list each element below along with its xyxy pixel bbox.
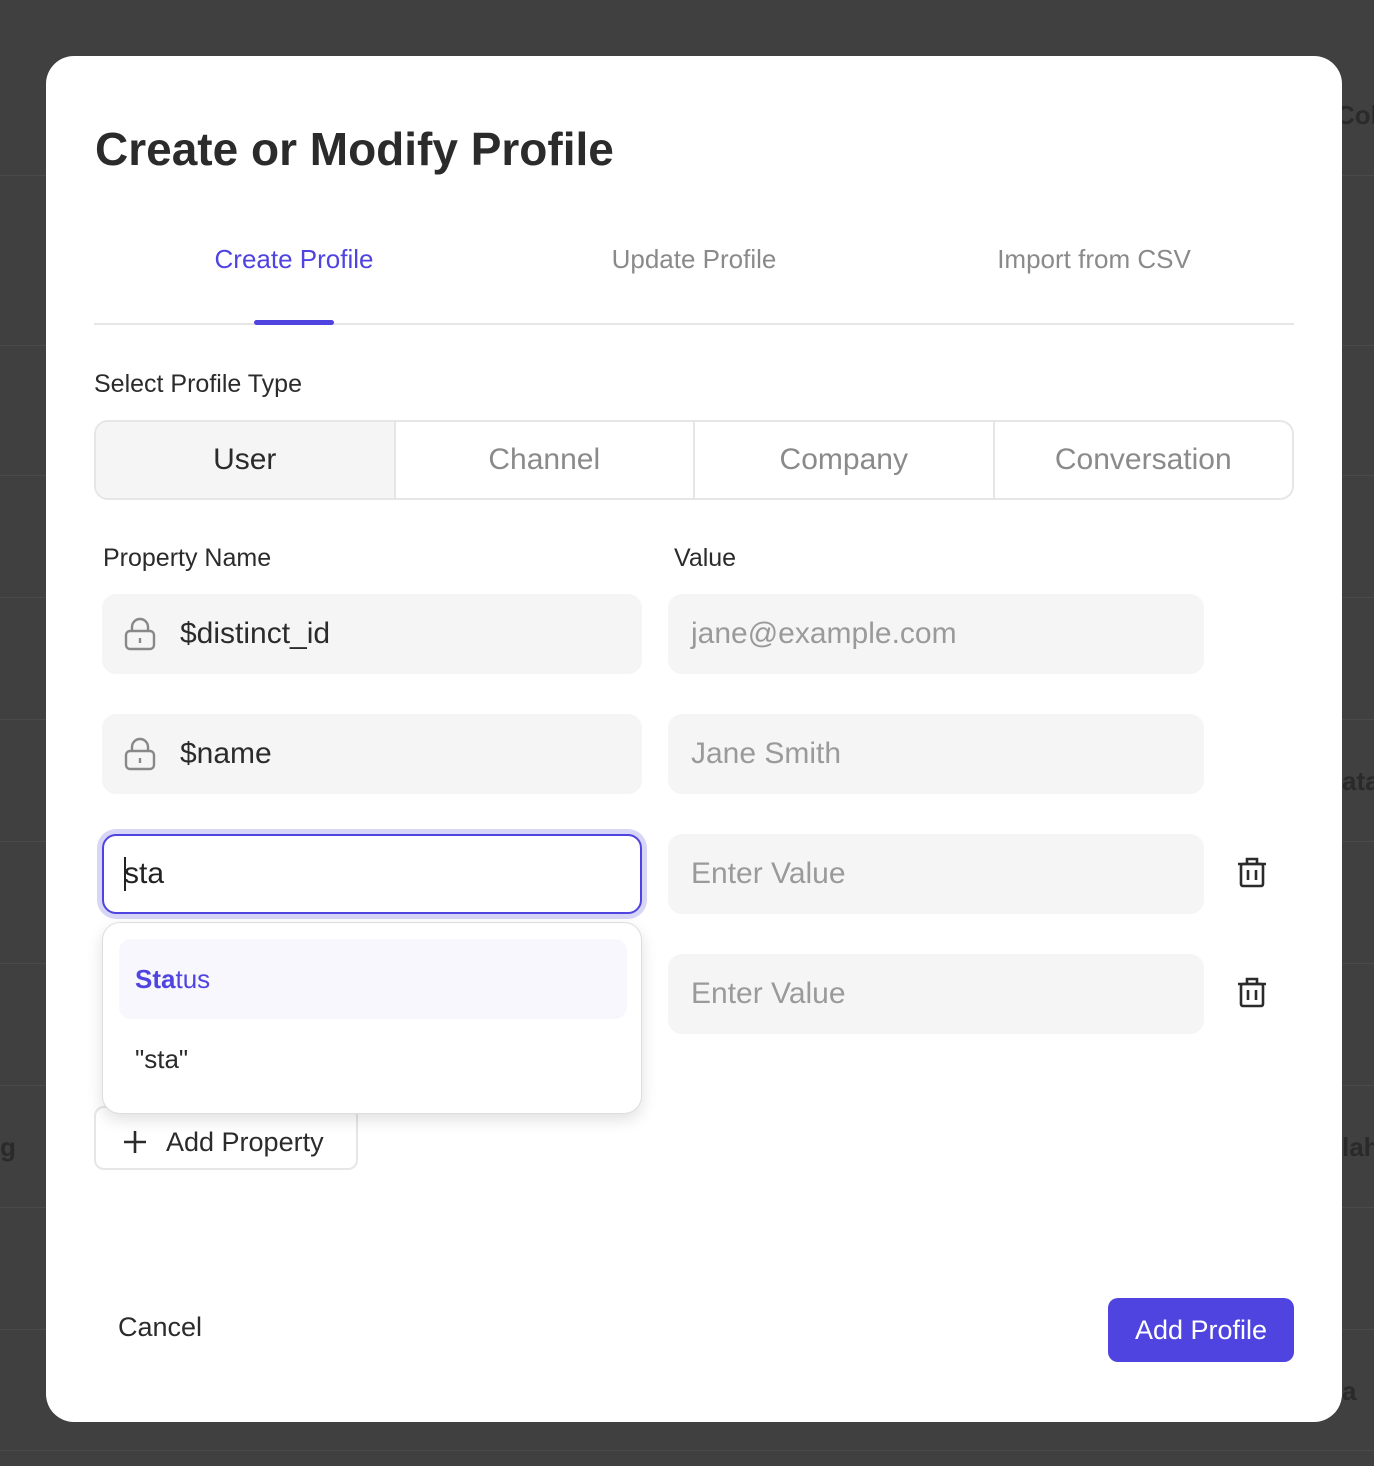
tab-create-profile[interactable]: Create Profile [214, 244, 374, 274]
property-name-field: $name [102, 714, 642, 794]
property-name-input[interactable]: sta [102, 834, 642, 914]
lock-icon [124, 737, 156, 771]
type-user[interactable]: User [96, 422, 396, 498]
trash-icon[interactable] [1234, 854, 1270, 890]
rest-text: tus [175, 963, 211, 994]
property-name-field: $distinct_id [102, 594, 642, 674]
value-placeholder: Enter Value [691, 977, 846, 1010]
value-header: Value [674, 544, 737, 572]
value-placeholder: Enter Value [691, 857, 846, 890]
autocomplete-dropdown: Sta tus "sta" [102, 922, 642, 1114]
suggestion-raw[interactable]: "sta" [119, 1019, 627, 1099]
property-name-header: Property Name [103, 544, 272, 572]
value-field[interactable]: Jane Smith [668, 714, 1204, 794]
property-name-text: $name [180, 737, 272, 770]
input-text: sta [124, 857, 165, 890]
lock-icon [124, 617, 156, 651]
profile-type-selector: User Channel Company Conversation [94, 420, 1294, 500]
type-channel[interactable]: Channel [396, 422, 695, 498]
value-field[interactable]: Enter Value [668, 834, 1204, 914]
cancel-button[interactable]: Cancel [118, 1312, 203, 1342]
raw-text: "sta" [135, 1043, 189, 1074]
profile-type-label: Select Profile Type [94, 370, 302, 398]
add-profile-button[interactable]: Add Profile [1108, 1298, 1294, 1362]
active-tab-indicator [254, 320, 334, 325]
trash-icon[interactable] [1234, 974, 1270, 1010]
tab-import-csv[interactable]: Import from CSV [997, 244, 1191, 274]
modal-title: Create or Modify Profile [95, 123, 614, 175]
tab-update-profile[interactable]: Update Profile [611, 244, 777, 274]
type-conversation[interactable]: Conversation [1054, 443, 1232, 476]
profile-modal: Create or Modify Profile Create Profile … [46, 56, 1342, 1422]
value-placeholder: jane@example.com [691, 617, 957, 650]
type-company[interactable]: Company [695, 422, 995, 498]
plus-icon [124, 1131, 146, 1153]
value-placeholder: Jane Smith [691, 737, 842, 770]
bg-text: g [0, 1132, 16, 1162]
add-property-button[interactable]: Add Property [94, 1106, 358, 1170]
bg-text: ata [1342, 766, 1374, 796]
bg-text: a [1342, 1376, 1357, 1406]
add-property-label: Add Property [166, 1126, 324, 1157]
bg-text: lah [1342, 1132, 1374, 1162]
value-field[interactable]: Enter Value [668, 954, 1204, 1034]
value-field[interactable]: jane@example.com [668, 594, 1204, 674]
text-caret [124, 857, 126, 891]
tab-bar: Create Profile Update Profile Import fro… [94, 226, 1294, 325]
property-name-text: $distinct_id [180, 617, 331, 650]
suggestion-status[interactable]: Sta tus [119, 939, 627, 1019]
bg-text: Col [1336, 100, 1374, 130]
match-text: Sta [135, 963, 176, 994]
